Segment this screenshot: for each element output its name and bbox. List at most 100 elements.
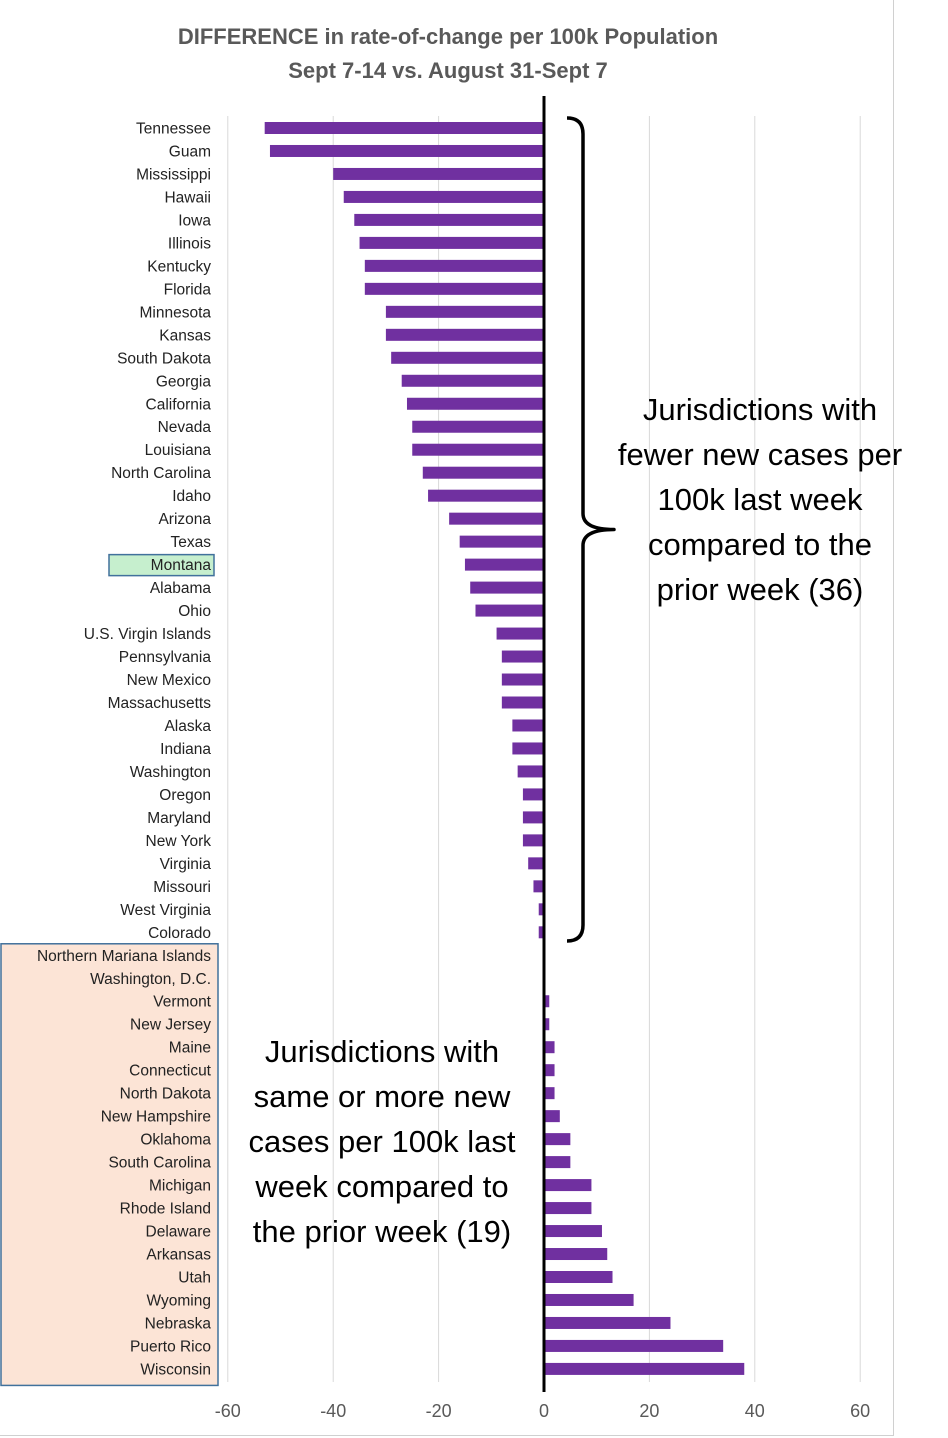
bar <box>544 1064 555 1077</box>
bar <box>343 190 544 203</box>
category-label: Maine <box>169 1040 211 1057</box>
category-label: Missouri <box>153 879 211 896</box>
category-label: Massachusetts <box>108 695 212 712</box>
category-label: Delaware <box>146 1224 211 1241</box>
category-label: Vermont <box>153 994 211 1011</box>
category-label: Ohio <box>178 603 211 620</box>
bar <box>544 1202 592 1215</box>
bar <box>528 857 544 870</box>
bar <box>544 1293 634 1306</box>
bar <box>544 1087 555 1100</box>
category-label: Puerto Rico <box>130 1338 211 1355</box>
category-label: Wisconsin <box>140 1361 211 1378</box>
category-label: New Jersey <box>130 1017 211 1034</box>
x-tick-labels: -60 -40 -20 0 20 40 60 <box>215 1401 870 1421</box>
annotation-line: prior week (36) <box>657 572 864 607</box>
category-label: Northern Mariana Islands <box>37 948 211 965</box>
annotation-text: Jurisdictions with same or more new cases … <box>248 1034 515 1249</box>
annotation-line: Jurisdictions with <box>643 392 877 427</box>
bar <box>544 995 550 1008</box>
bar <box>544 1133 571 1146</box>
bar <box>544 1110 560 1123</box>
bar <box>544 1041 555 1054</box>
bar <box>464 558 544 571</box>
bar <box>401 374 544 387</box>
category-label: Wyoming <box>147 1292 211 1309</box>
bar <box>422 466 544 479</box>
bar <box>544 1248 608 1261</box>
category-label: West Virginia <box>120 902 211 919</box>
category-label: Indiana <box>160 741 211 758</box>
category-label: Louisiana <box>145 442 212 459</box>
category-label: New Mexico <box>127 672 211 689</box>
annotation-line: 100k last week <box>657 482 863 517</box>
category-label: Rhode Island <box>120 1201 211 1218</box>
category-label: Utah <box>178 1270 211 1287</box>
bar <box>517 765 544 778</box>
annotation-line: cases per 100k last <box>248 1124 515 1159</box>
annotation-line: week compared to <box>254 1169 508 1204</box>
bar <box>533 880 544 893</box>
annotation-line: compared to the <box>648 527 872 562</box>
category-label: Washington <box>130 764 211 781</box>
bar <box>412 420 544 433</box>
x-tick-label: 60 <box>850 1401 870 1421</box>
category-label: Nevada <box>158 419 212 436</box>
category-label: Kansas <box>159 327 211 344</box>
category-label: New Hampshire <box>101 1109 211 1126</box>
x-tick-label: 20 <box>639 1401 659 1421</box>
bar <box>544 1316 671 1329</box>
bar <box>544 1156 571 1169</box>
category-label: Iowa <box>178 212 211 229</box>
category-label: Oklahoma <box>140 1132 211 1149</box>
annotations: Jurisdictions with fewer new cases per 100… <box>248 392 902 1249</box>
bar <box>470 581 544 594</box>
group-box <box>0 943 219 1387</box>
x-tick-label: -60 <box>215 1401 241 1421</box>
category-highlights <box>0 553 219 1387</box>
bar <box>459 535 544 548</box>
bar <box>538 926 544 939</box>
category-label: U.S. Virgin Islands <box>84 626 211 643</box>
chart-frame: DIFFERENCE in rate-of-change per 100k Po… <box>0 0 902 1436</box>
category-label: Guam <box>169 143 211 160</box>
category-label: Kentucky <box>147 258 211 275</box>
category-label: Hawaii <box>164 189 211 206</box>
bar <box>449 512 544 525</box>
category-label: Montana <box>151 557 212 574</box>
bar <box>544 1271 613 1283</box>
annotation-line: same or more new <box>254 1079 511 1114</box>
category-label: Mississippi <box>136 166 211 183</box>
annotation-line: Jurisdictions with <box>265 1034 499 1069</box>
category-label: California <box>146 396 212 413</box>
category-label: Virginia <box>160 856 212 873</box>
bar <box>364 282 544 295</box>
bar <box>544 1018 550 1031</box>
category-label: North Dakota <box>120 1086 212 1103</box>
category-label: South Dakota <box>117 350 211 367</box>
category-label: New York <box>146 833 212 850</box>
category-label: Arizona <box>158 511 211 528</box>
bar <box>501 650 544 663</box>
bar <box>354 213 544 226</box>
annotation-text: Jurisdictions with fewer new cases per 100… <box>618 392 902 607</box>
bar <box>333 167 544 180</box>
category-label: Arkansas <box>146 1247 211 1264</box>
bar <box>412 443 544 456</box>
category-label: Connecticut <box>129 1063 212 1080</box>
category-label: Michigan <box>149 1178 211 1195</box>
bar <box>496 627 544 640</box>
category-label: Tennessee <box>136 121 211 138</box>
annotation-line: fewer new cases per <box>618 437 902 472</box>
bar <box>475 604 544 617</box>
category-label: Nebraska <box>145 1315 212 1332</box>
bar <box>406 397 544 410</box>
category-labels: Tennessee Guam Mississippi Hawaii Iowa Illino… <box>37 121 212 1379</box>
bar <box>544 1179 592 1192</box>
category-label: Texas <box>171 534 212 551</box>
category-label: Alaska <box>164 718 211 735</box>
category-label: Illinois <box>168 235 211 252</box>
category-label: Florida <box>164 281 212 298</box>
category-label: Pennsylvania <box>119 649 212 666</box>
